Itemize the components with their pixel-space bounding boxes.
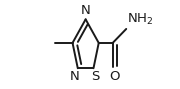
Text: N: N: [70, 70, 80, 83]
Text: NH$_2$: NH$_2$: [127, 12, 153, 27]
Text: S: S: [91, 70, 100, 83]
Text: N: N: [80, 4, 90, 17]
Text: O: O: [110, 70, 120, 83]
